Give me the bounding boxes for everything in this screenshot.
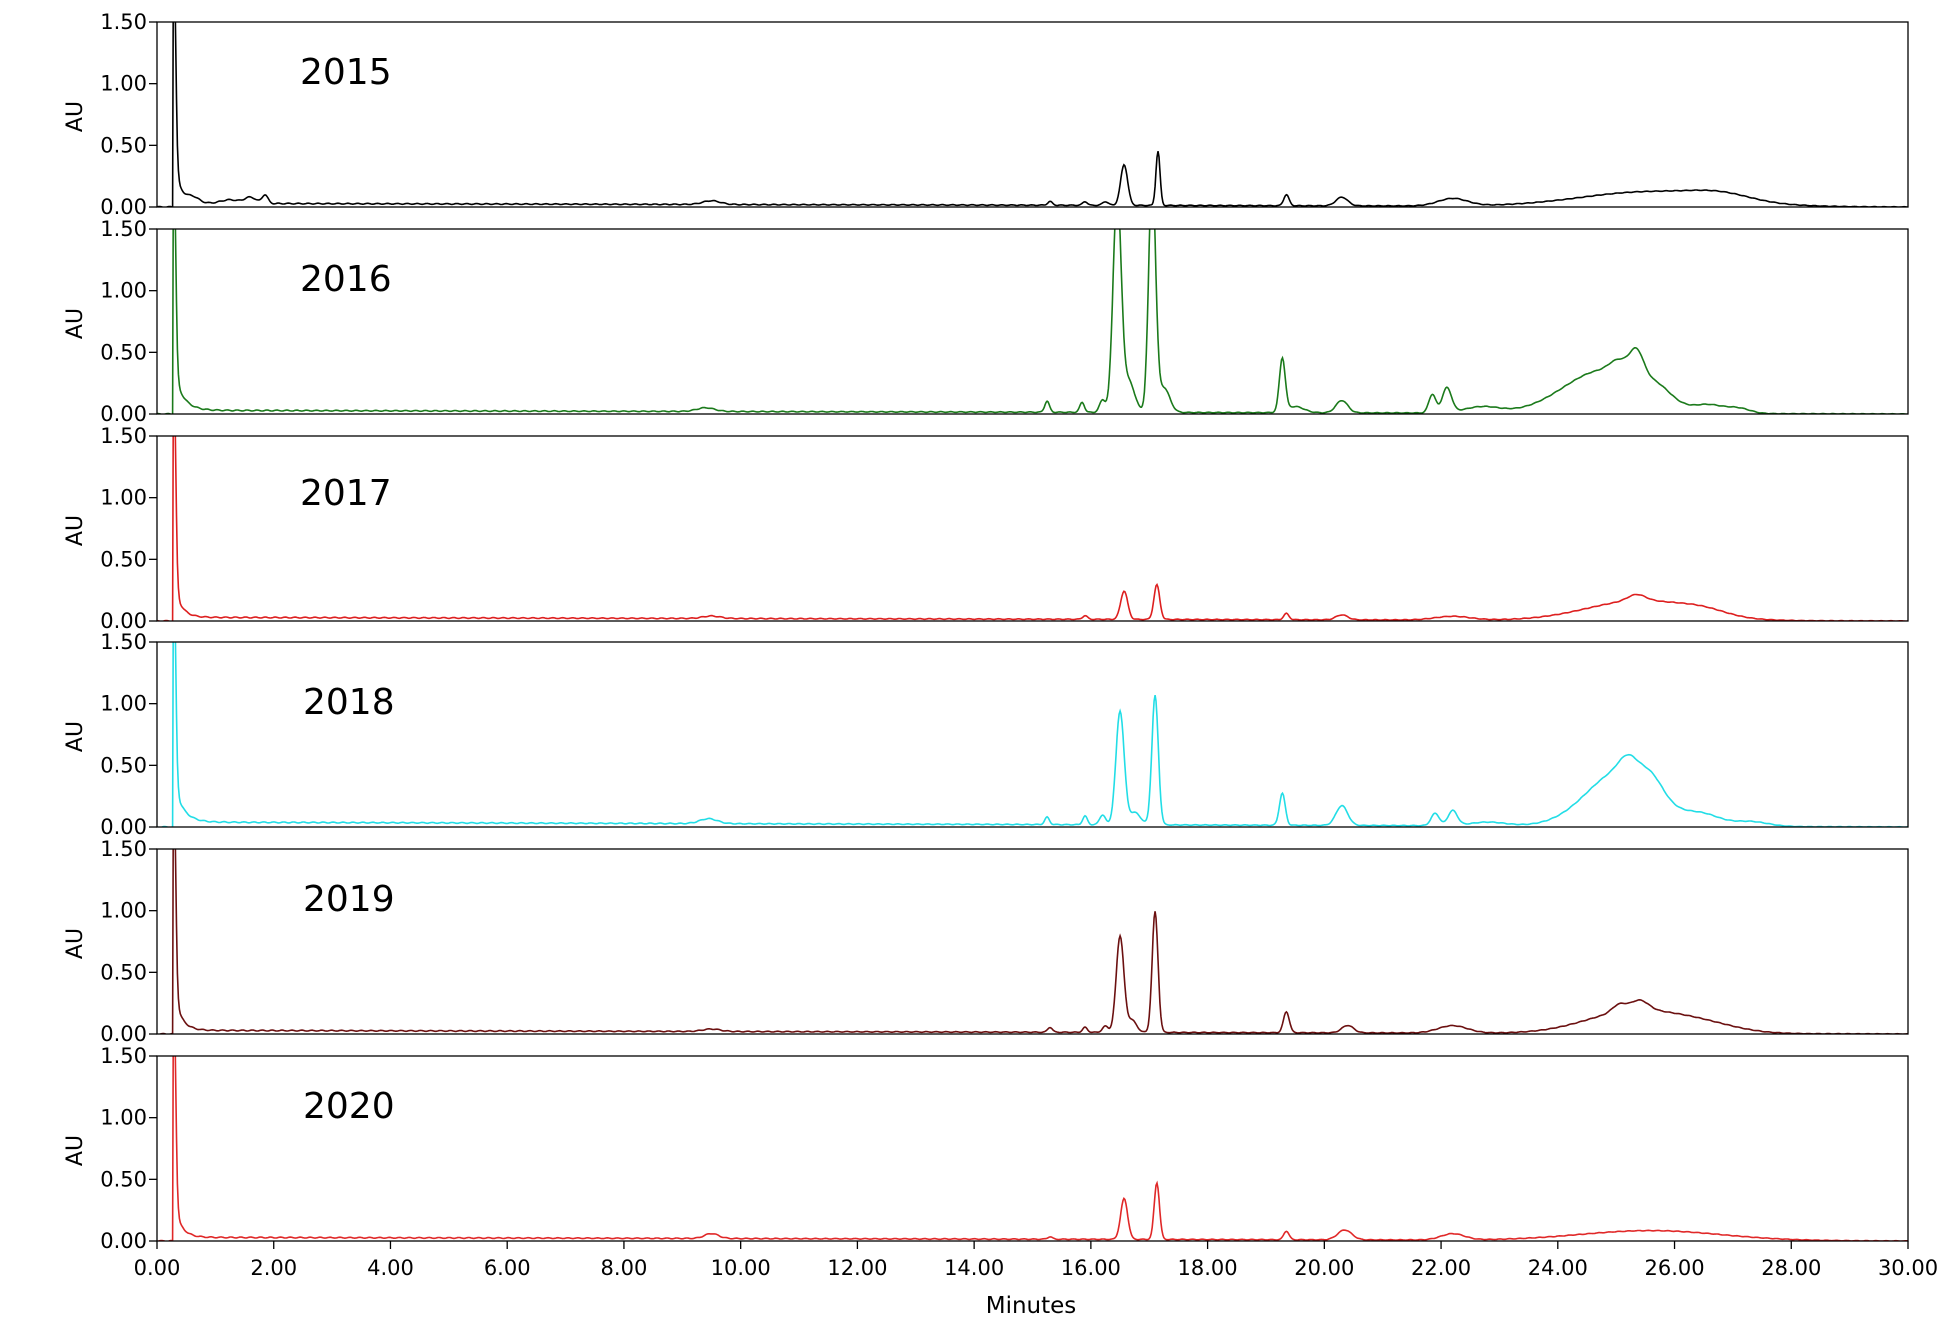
panel-2016: 0.00 0.50 1.00 1.50 AU 2016: [63, 217, 1909, 426]
x-tick-label: 12.00: [827, 1256, 887, 1280]
panel-year-label: 2015: [300, 52, 392, 93]
x-tick-label: 14.00: [944, 1256, 1004, 1280]
panel-year-label: 2016: [300, 259, 392, 300]
y-tick-label: 0.00: [100, 1022, 147, 1046]
y-axis-label: AU: [63, 101, 88, 132]
x-tick-label: 10.00: [711, 1256, 771, 1280]
panel-2018: 0.00 0.50 1.00 1.50 AU 2018: [63, 630, 1909, 839]
x-tick-label: 16.00: [1061, 1256, 1121, 1280]
y-tick-label: 1.50: [100, 10, 147, 34]
plot-frame: [156, 21, 1909, 208]
panels-group: 0.00 0.50 1.00 1.50 AU 2015 0.00 0.50 1.00 1.50 AU…: [63, 10, 1909, 1253]
series-line-2017: [157, 436, 1908, 621]
series-line-2015: [157, 22, 1908, 207]
y-axis-label: AU: [63, 721, 88, 752]
x-tick-label: 18.00: [1178, 1256, 1238, 1280]
plot-frame: [156, 228, 1909, 415]
x-tick-label: 4.00: [367, 1256, 414, 1280]
y-tick-label: 0.50: [100, 340, 147, 364]
x-tick-label: 24.00: [1528, 1256, 1588, 1280]
y-tick-label: 1.50: [100, 630, 147, 654]
y-axis-label: AU: [63, 308, 88, 339]
y-tick-label: 1.50: [100, 1044, 147, 1068]
series-line-2018: [157, 642, 1908, 827]
plot-frame: [156, 1055, 1909, 1242]
panel-2017: 0.00 0.50 1.00 1.50 AU 2017: [63, 424, 1909, 633]
y-axis-label: AU: [63, 928, 88, 959]
y-tick-label: 0.00: [100, 609, 147, 633]
y-tick-label: 0.50: [100, 547, 147, 571]
x-tick-label: 26.00: [1644, 1256, 1704, 1280]
series-line-2020: [157, 1056, 1908, 1241]
y-tick-label: 0.50: [100, 1167, 147, 1191]
y-tick-label: 0.50: [100, 133, 147, 157]
y-tick-label: 1.00: [100, 279, 147, 303]
y-tick-label: 1.00: [100, 72, 147, 96]
x-tick-label: 28.00: [1761, 1256, 1821, 1280]
y-tick-label: 1.00: [100, 692, 147, 716]
plot-frame: [156, 848, 1909, 1035]
x-tick-label: 8.00: [601, 1256, 648, 1280]
panel-2020: 0.00 0.50 1.00 1.50 AU 2020: [63, 1044, 1909, 1253]
series-line-2016: [157, 229, 1908, 414]
y-tick-label: 0.00: [100, 402, 147, 426]
panel-year-label: 2020: [303, 1086, 395, 1127]
x-tick-label: 2.00: [250, 1256, 297, 1280]
y-tick-label: 1.50: [100, 217, 147, 241]
x-axis: 0.00 2.00 4.00 6.00 8.00 10.00 12.00 14.00 16.00…: [134, 1241, 1938, 1280]
panel-year-label: 2017: [300, 473, 392, 514]
y-tick-label: 1.50: [100, 837, 147, 861]
y-tick-label: 1.50: [100, 424, 147, 448]
panel-year-label: 2019: [303, 879, 395, 920]
y-axis-label: AU: [63, 515, 88, 546]
y-axis-label: AU: [63, 1135, 88, 1166]
y-tick-label: 1.00: [100, 1106, 147, 1130]
panel-year-label: 2018: [303, 682, 395, 723]
plot-frame: [156, 641, 1909, 828]
y-tick-label: 0.50: [100, 753, 147, 777]
y-tick-label: 0.50: [100, 960, 147, 984]
panel-2019: 0.00 0.50 1.00 1.50 AU 2019: [63, 837, 1909, 1046]
plot-frame: [156, 435, 1909, 622]
y-tick-label: 1.00: [100, 899, 147, 923]
x-axis-label: Minutes: [986, 1293, 1077, 1319]
x-tick-label: 22.00: [1411, 1256, 1471, 1280]
x-tick-label: 6.00: [484, 1256, 531, 1280]
y-tick-label: 1.00: [100, 486, 147, 510]
x-tick-label: 30.00: [1878, 1256, 1938, 1280]
x-tick-label: 20.00: [1294, 1256, 1354, 1280]
y-tick-label: 0.00: [100, 815, 147, 839]
series-line-2019: [157, 849, 1908, 1034]
panel-2015: 0.00 0.50 1.00 1.50 AU 2015: [63, 10, 1909, 219]
y-tick-label: 0.00: [100, 1229, 147, 1253]
x-tick-label: 0.00: [134, 1256, 181, 1280]
y-tick-label: 0.00: [100, 195, 147, 219]
